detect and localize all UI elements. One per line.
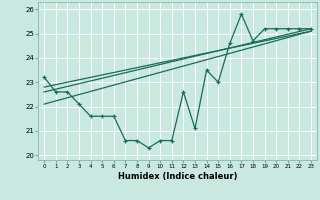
- X-axis label: Humidex (Indice chaleur): Humidex (Indice chaleur): [118, 172, 237, 181]
